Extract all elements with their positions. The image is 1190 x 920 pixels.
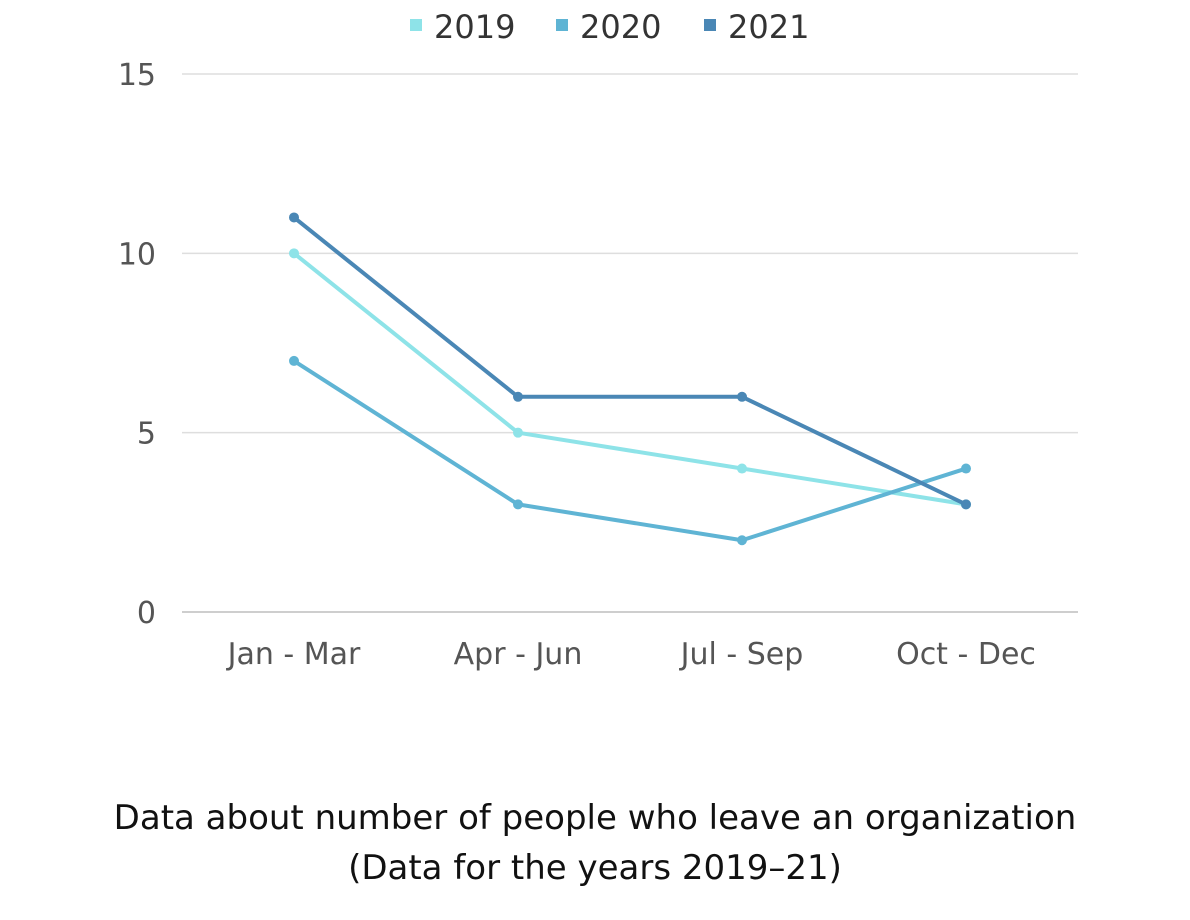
legend-label-2020: 2020 [580,8,661,46]
legend-label-2019: 2019 [434,8,515,46]
legend-swatch-2019 [410,19,422,31]
series-line-2020 [292,358,968,543]
chart-caption-line-2: (Data for the years 2019–21) [348,848,842,888]
data-point-2021-3 [961,499,971,510]
chart-caption-line-1: Data about number of people who leave an… [113,798,1077,838]
data-point-2020-1 [513,499,523,510]
y-tick-label-15: 15 [118,58,156,93]
y-axis-tick-labels: 0 5 10 15 [118,58,156,631]
data-point-2020-2 [737,535,747,546]
grid-lines [182,73,1078,613]
y-tick-label-0: 0 [137,596,156,631]
line-chart: 0 5 10 15 Jan - Mar Apr - Jun Jul - Sep Oct - … [118,8,1078,672]
data-point-2021-2 [737,391,747,402]
series-line-2021 [292,215,968,507]
data-point-2019-0 [289,248,299,259]
y-tick-label-5: 5 [137,417,156,452]
data-point-2020-3 [961,463,971,474]
y-tick-label-10: 10 [118,237,156,272]
x-tick-label-3: Oct - Dec [896,637,1036,672]
data-point-2021-1 [513,391,523,402]
x-tick-label-0: Jan - Mar [226,637,361,672]
series-line-2019 [292,251,968,507]
legend: 2019 2020 2021 [410,8,809,46]
legend-label-2021: 2021 [728,8,809,46]
x-tick-label-1: Apr - Jun [454,637,583,672]
x-tick-label-2: Jul - Sep [679,637,804,672]
series-lines [289,212,971,546]
legend-swatch-2020 [556,19,568,31]
data-point-2019-1 [513,427,523,438]
legend-swatch-2021 [704,19,716,31]
data-point-2019-2 [737,463,747,474]
x-axis-tick-labels: Jan - Mar Apr - Jun Jul - Sep Oct - Dec [226,637,1036,672]
data-point-2021-0 [289,212,299,223]
data-point-2020-0 [289,355,299,366]
